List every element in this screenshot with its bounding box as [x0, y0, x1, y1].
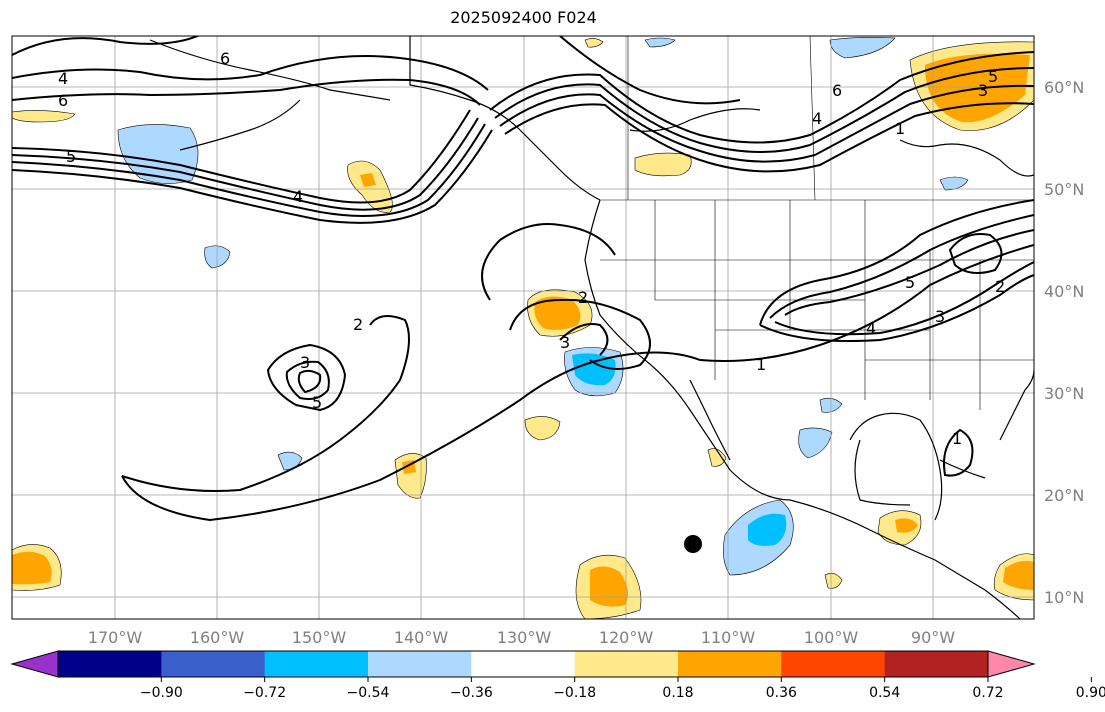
lon-label: 90°W [911, 628, 955, 647]
colorbar-over-triangle [987, 650, 1036, 678]
coastlines [149, 36, 1034, 619]
colorbar-tick-label: −0.54 [347, 685, 390, 701]
map-frame [11, 35, 1035, 620]
fill-positive [524, 416, 561, 441]
colorbar-segment [471, 651, 576, 677]
lon-label: 170°W [88, 628, 143, 647]
fill-positive [634, 152, 692, 177]
lat-label: 40°N [1044, 282, 1084, 301]
fill-negative [117, 124, 199, 184]
latitude-labels: 60°N 50°N 40°N 30°N 20°N 10°N [1044, 78, 1084, 607]
lat-label: 50°N [1044, 180, 1084, 199]
colorbar-segment [678, 651, 782, 677]
graticule [12, 36, 1034, 619]
colorbar-tick-label: 0.72 [972, 685, 1003, 701]
contour-label: 6 [832, 81, 842, 100]
contour-label: 2 [578, 288, 588, 307]
fill-positive [347, 160, 393, 213]
colorbar-frame [57, 650, 989, 678]
contour-label: 3 [935, 307, 945, 326]
lon-label: 140°W [394, 628, 449, 647]
lon-label: 110°W [701, 628, 756, 647]
contour-label: 4 [812, 109, 822, 128]
lat-label: 60°N [1044, 78, 1084, 97]
colorbar-tick-label: −0.90 [140, 685, 183, 701]
contour-label: 3 [560, 333, 570, 352]
fill-negative [748, 513, 787, 546]
colorbar-tick-label: 0.18 [662, 685, 693, 701]
contour-label: 5 [988, 67, 998, 86]
contour-label: 1 [952, 429, 962, 448]
fill-negative [939, 176, 969, 191]
contour-label: 4 [866, 319, 876, 338]
fill-negative [644, 37, 676, 48]
state-borders [600, 36, 1034, 410]
lat-label: 20°N [1044, 486, 1084, 505]
contour-label: 6 [220, 49, 230, 68]
colorbar-segment [884, 651, 989, 677]
contour-label-group: 4 6 6 5 4 6 5 3 4 1 2 2 3 5 3 1 3 4 5 2 … [58, 49, 1005, 448]
colorbar-tick-label: 0.54 [869, 685, 900, 701]
lon-label: 100°W [804, 628, 859, 647]
fill-negative [798, 427, 833, 459]
fill-positive [534, 296, 581, 330]
colorbar-tick-label: −0.36 [450, 685, 493, 701]
map-title: 2025092400 F024 [450, 8, 597, 27]
contour-label: 5 [905, 273, 915, 292]
fill-positive [895, 518, 918, 533]
contour-label: 2 [995, 277, 1005, 296]
colorbar-segment [58, 651, 162, 677]
contour-label: 3 [300, 353, 310, 372]
colorbar-segment [574, 651, 679, 677]
anomaly-fills [12, 37, 1034, 619]
fill-positive [360, 173, 376, 187]
fill-positive [12, 110, 76, 123]
colorbar-segment [368, 651, 472, 677]
lon-label: 150°W [292, 628, 347, 647]
colorbar-tick-label: −0.72 [243, 685, 286, 701]
longitude-labels: 170°W 160°W 150°W 140°W 130°W 120°W 110°… [88, 628, 955, 647]
fill-positive [707, 448, 727, 467]
lon-label: 130°W [497, 628, 552, 647]
colorbar-segment [781, 651, 886, 677]
contour-label: 4 [58, 69, 68, 88]
contour-label: 5 [312, 393, 322, 412]
contours [12, 36, 1034, 522]
fill-positive [12, 551, 52, 585]
fill-negative [572, 353, 616, 386]
colorbar-tick-label: 0.36 [766, 685, 797, 701]
lat-label: 30°N [1044, 384, 1084, 403]
contour-label: 5 [66, 147, 76, 166]
colorbar-segment [264, 651, 369, 677]
contour-label: 6 [58, 91, 68, 110]
lon-label: 120°W [599, 628, 654, 647]
lon-label: 160°W [190, 628, 245, 647]
colorbar-tick-label: 0.90 [1076, 685, 1105, 701]
contour-label: 4 [293, 187, 303, 206]
lat-label: 10°N [1044, 588, 1084, 607]
contour-label: 2 [353, 315, 363, 334]
colorbar-tick-label: −0.18 [553, 685, 596, 701]
contour-label: 3 [978, 81, 988, 100]
fill-positive [584, 38, 604, 48]
colorbar-segment [161, 651, 266, 677]
colorbar-under-triangle [10, 650, 59, 678]
colorbar: −0.90 −0.72 −0.54 −0.36 −0.18 0.18 0.36 0.54 0.7… [10, 650, 1105, 701]
contour-label: 1 [895, 119, 905, 138]
fill-negative [829, 37, 896, 59]
location-dot [684, 535, 702, 553]
fill-positive [1003, 560, 1034, 590]
contour-label: 1 [756, 355, 766, 374]
